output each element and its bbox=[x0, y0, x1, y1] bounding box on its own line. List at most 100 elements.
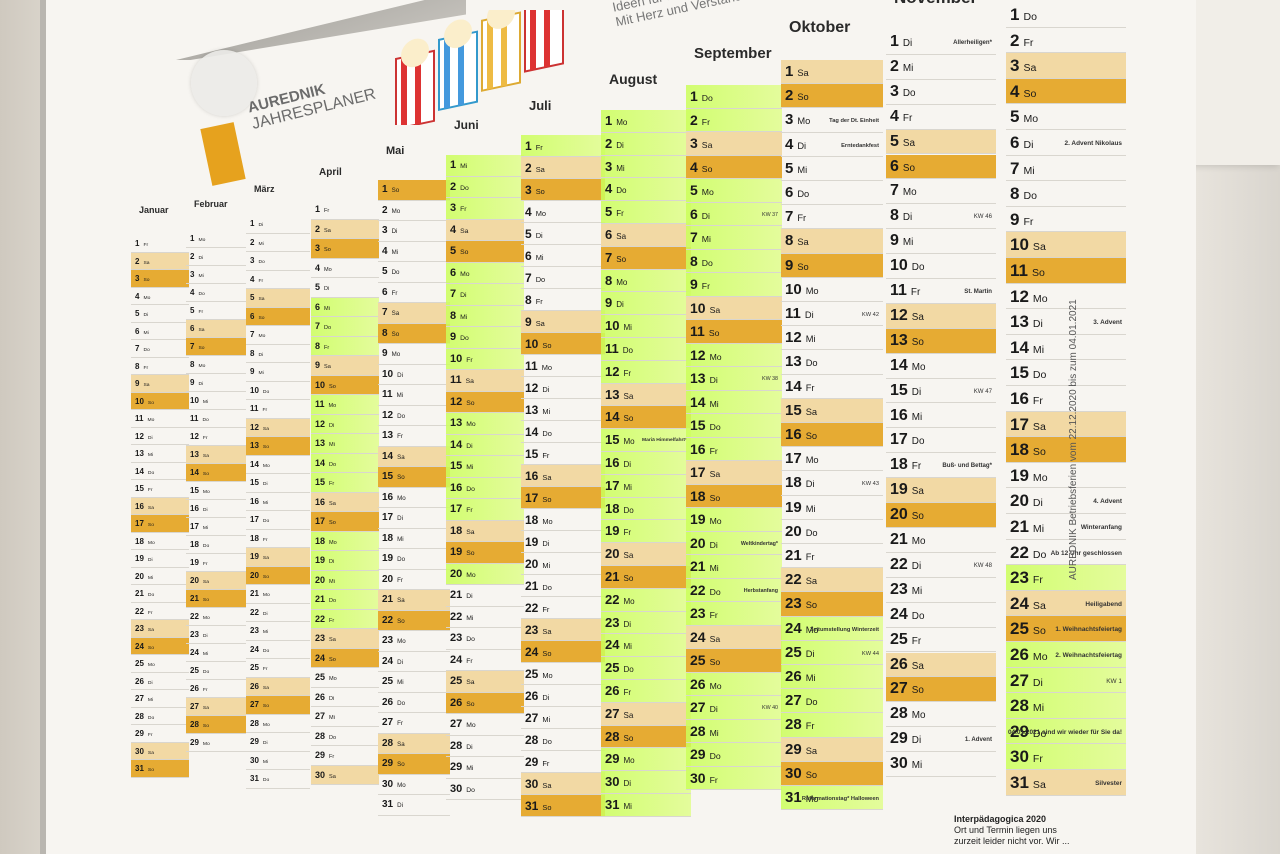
day-number: 13 bbox=[605, 386, 620, 402]
calendar-day: 30 So bbox=[781, 761, 883, 786]
day-number: 17 bbox=[690, 464, 706, 480]
weekday-abbr: Do bbox=[1023, 190, 1037, 203]
day-number: 26 bbox=[1010, 645, 1029, 664]
calendar-day: 29 Mo bbox=[186, 734, 246, 752]
day-number: 27 bbox=[605, 705, 620, 721]
day-number: 27 bbox=[450, 718, 463, 730]
month-name: Februar bbox=[194, 199, 228, 210]
calendar-day: 12 Mo bbox=[1006, 284, 1126, 310]
day-number: 13 bbox=[890, 331, 908, 349]
weekday-abbr: Do bbox=[701, 257, 713, 268]
day-number: 30 bbox=[605, 774, 620, 790]
calendar-day: 27 Sa bbox=[186, 698, 246, 716]
day-number: 13 bbox=[785, 353, 802, 371]
calendar-day: 3 Mo Tag der Dt. Einheit bbox=[781, 108, 883, 133]
day-number: 11 bbox=[190, 414, 199, 423]
weekday-abbr: Fr bbox=[797, 213, 807, 224]
weekday-abbr: Sa bbox=[542, 627, 552, 636]
calendar-day: 13 Di 3. Advent bbox=[1006, 309, 1126, 335]
weekday-abbr: Fr bbox=[324, 344, 330, 351]
day-number: 27 bbox=[135, 694, 144, 703]
weekday-abbr: Sa bbox=[535, 319, 545, 328]
day-number: 5 bbox=[1010, 107, 1020, 127]
weekday-abbr: Mi bbox=[262, 630, 269, 635]
calendar-day: 11 Mo bbox=[521, 355, 605, 377]
weekday-abbr: Mo bbox=[329, 539, 337, 546]
day-number: 9 bbox=[450, 331, 457, 343]
day-number: 30 bbox=[250, 755, 259, 765]
calendar-day: 22 Sa bbox=[781, 568, 883, 593]
weekday-abbr: Fr bbox=[329, 617, 335, 624]
weekday-abbr: Sa bbox=[147, 750, 154, 756]
calendar-day: 16 Fr bbox=[1006, 386, 1126, 412]
calendar-day: 6 Fr bbox=[378, 283, 450, 303]
day-number: 5 bbox=[250, 293, 255, 302]
calendar-day: 8 Fr bbox=[521, 289, 605, 311]
weekday-abbr: So bbox=[542, 495, 552, 504]
day-number: 11 bbox=[135, 414, 144, 423]
weekday-abbr: Do bbox=[542, 429, 552, 438]
weekday-abbr: Do bbox=[329, 734, 337, 741]
day-number: 20 bbox=[690, 534, 706, 551]
weekday-abbr: So bbox=[262, 704, 269, 709]
calendar-day: 1 Fr bbox=[521, 135, 605, 157]
calendar-day: 1 Sa bbox=[781, 60, 883, 85]
weekday-abbr: Sa bbox=[709, 469, 721, 479]
calendar-day: 24 Do bbox=[246, 641, 310, 659]
weekday-abbr: Do bbox=[329, 461, 337, 468]
weekday-abbr: Mi bbox=[396, 392, 404, 399]
calendar-day: 28 So bbox=[186, 716, 246, 734]
calendar-day: 12 Sa bbox=[246, 418, 310, 437]
calendar-day: 22 Fr bbox=[131, 603, 189, 620]
calendar-day: 10 Di bbox=[378, 365, 450, 385]
calendar-day: 20 Di 4. Advent bbox=[1006, 488, 1126, 514]
day-number: 22 bbox=[250, 607, 259, 617]
day-number: 18 bbox=[1010, 440, 1029, 460]
day-number: 10 bbox=[315, 379, 326, 390]
calendar-day: 9 Sa bbox=[521, 311, 605, 333]
calendar-day: 15 Do bbox=[686, 414, 782, 438]
calendar-day: 12 Mi bbox=[781, 326, 883, 351]
weekday-abbr: Do bbox=[324, 325, 332, 331]
weekday-abbr: Sa bbox=[465, 378, 474, 385]
weekday-abbr: Di bbox=[542, 539, 550, 548]
weekday-abbr: Sa bbox=[397, 453, 405, 461]
calendar-day: 14 So bbox=[186, 464, 246, 482]
day-number: 2 bbox=[605, 135, 613, 151]
weekday-abbr: Di bbox=[262, 611, 268, 617]
calendar-day: 4 Fr bbox=[886, 105, 996, 130]
day-number: 31 bbox=[1010, 773, 1029, 792]
day-number: 23 bbox=[525, 623, 539, 637]
weekday-abbr: Mi bbox=[709, 563, 719, 573]
day-number: 5 bbox=[890, 132, 899, 150]
calendar-day: 18 Di KW 43 bbox=[781, 471, 883, 496]
day-number: 2 bbox=[190, 252, 195, 261]
calendar-day: 27 Mo bbox=[446, 714, 524, 736]
day-number: 24 bbox=[525, 645, 539, 659]
calendar-day: 28 Mo bbox=[246, 715, 310, 733]
calendar-day: 3 So bbox=[521, 179, 605, 201]
day-number: 19 bbox=[250, 552, 259, 561]
weekday-abbr: Mo bbox=[147, 663, 155, 668]
day-number: 22 bbox=[1010, 542, 1029, 562]
calendar-day: 22 Fr bbox=[311, 609, 379, 629]
weekday-abbr: Mi bbox=[911, 411, 923, 423]
weekday-abbr: Fr bbox=[709, 610, 718, 620]
calendar-day: 28 Do bbox=[521, 729, 605, 751]
weekday-abbr: Mo bbox=[202, 616, 210, 621]
calendar-day: 9 Mi bbox=[246, 363, 310, 382]
day-note: Buß- und Bettag* bbox=[942, 462, 992, 470]
day-number: 19 bbox=[135, 554, 144, 563]
day-number: 9 bbox=[890, 232, 899, 250]
weekday-abbr: Fr bbox=[147, 488, 153, 493]
day-note: 2. Advent Nikolaus bbox=[1064, 140, 1123, 147]
weekday-abbr: Fr bbox=[460, 206, 467, 213]
day-number: 11 bbox=[785, 305, 801, 322]
day-number: 15 bbox=[315, 477, 326, 487]
tagline: Ideen für Kinder Mit Herz und Verstand bbox=[611, 0, 743, 29]
day-number: 5 bbox=[190, 306, 195, 315]
calendar-day: 11 Mo bbox=[311, 395, 379, 415]
calendar-day: 18 Fr bbox=[246, 530, 310, 548]
day-number: 7 bbox=[890, 182, 899, 200]
day-number: 10 bbox=[382, 368, 394, 380]
